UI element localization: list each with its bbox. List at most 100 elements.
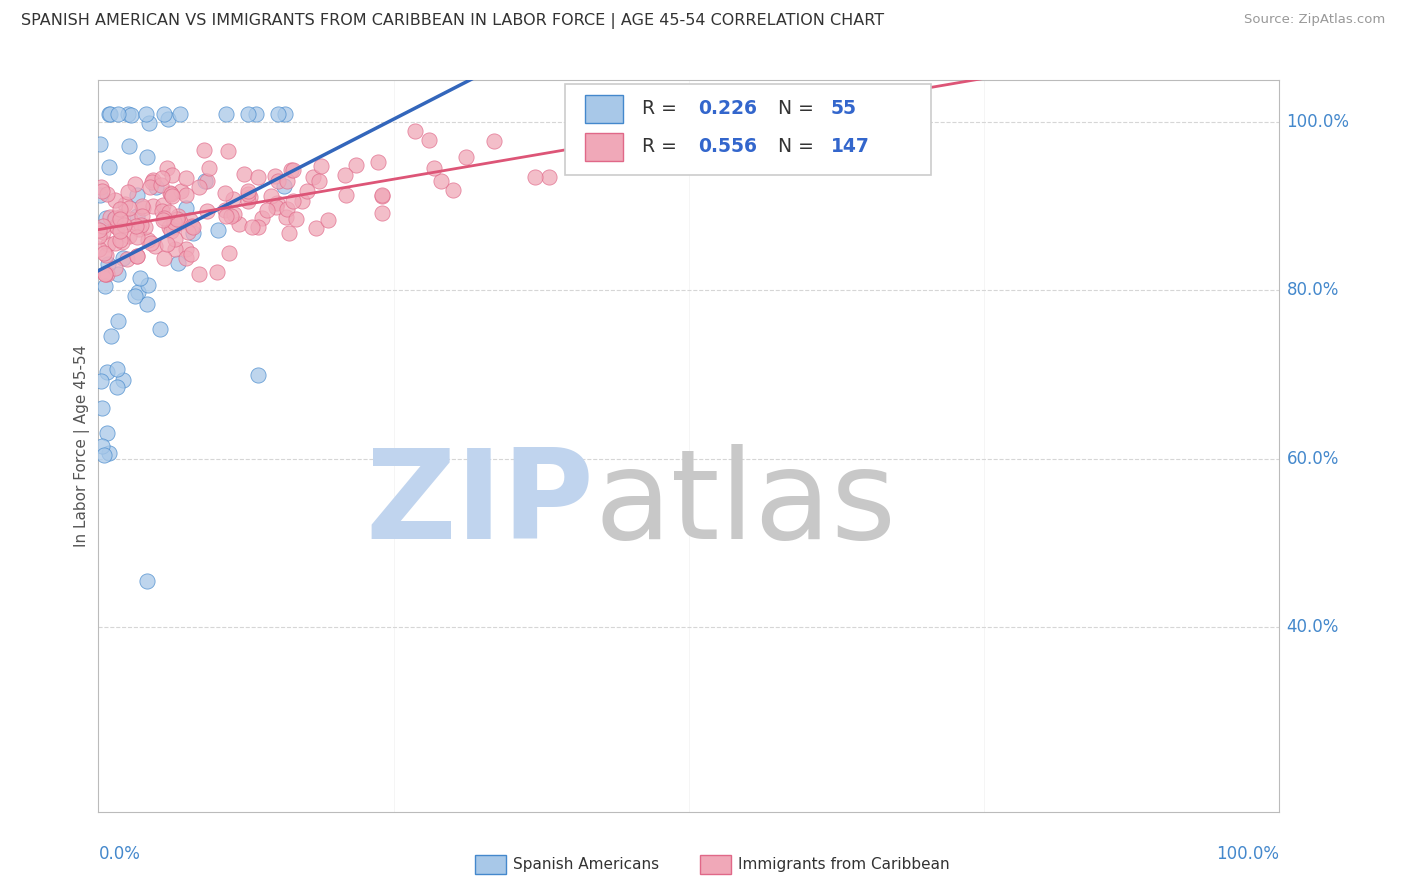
Point	[260, 189, 283, 203]
Point	[280, 162, 302, 177]
Point	[219, 209, 242, 223]
Point	[163, 215, 186, 229]
Point	[96, 248, 118, 262]
FancyBboxPatch shape	[585, 133, 623, 161]
Point	[207, 264, 229, 278]
Text: N =: N =	[778, 99, 820, 119]
Point	[98, 107, 121, 121]
Point	[162, 220, 184, 235]
Point	[111, 235, 134, 250]
Point	[98, 210, 121, 224]
Point	[125, 188, 148, 202]
Point	[174, 201, 197, 215]
Point	[136, 233, 159, 247]
Point	[96, 267, 118, 281]
Point	[114, 197, 136, 211]
Point	[266, 107, 288, 121]
Point	[96, 187, 118, 202]
Point	[538, 170, 561, 185]
Point	[159, 186, 181, 200]
Point	[245, 107, 267, 121]
Point	[169, 215, 191, 229]
Point	[166, 212, 188, 227]
Point	[155, 161, 177, 175]
Point	[97, 237, 120, 252]
Point	[97, 257, 120, 271]
Point	[118, 139, 141, 153]
Point	[98, 446, 121, 460]
Point	[152, 197, 174, 211]
Point	[124, 177, 146, 191]
Point	[174, 251, 197, 265]
Point	[90, 401, 112, 416]
Point	[91, 219, 114, 233]
Point	[256, 202, 278, 217]
FancyBboxPatch shape	[585, 95, 623, 123]
Point	[418, 133, 440, 147]
Point	[104, 236, 127, 251]
Point	[371, 188, 394, 202]
Text: 0.226: 0.226	[699, 99, 758, 119]
Point	[214, 203, 236, 218]
Point	[96, 211, 118, 226]
Point	[107, 313, 129, 327]
Point	[335, 187, 357, 202]
Point	[89, 137, 111, 152]
Point	[370, 206, 392, 220]
Text: Source: ZipAtlas.com: Source: ZipAtlas.com	[1244, 13, 1385, 27]
Point	[181, 219, 204, 233]
Point	[118, 201, 141, 215]
Point	[291, 194, 314, 208]
Point	[89, 188, 111, 202]
Point	[128, 222, 150, 236]
Point	[145, 179, 167, 194]
Point	[150, 170, 173, 185]
Point	[153, 211, 176, 225]
Point	[89, 229, 111, 244]
Point	[252, 211, 274, 225]
Point	[104, 260, 127, 275]
Text: Spanish Americans: Spanish Americans	[513, 857, 659, 871]
Point	[131, 199, 153, 213]
Point	[404, 124, 426, 138]
Point	[108, 224, 131, 238]
Point	[177, 225, 200, 239]
Point	[90, 180, 112, 194]
Y-axis label: In Labor Force | Age 45-54: In Labor Force | Age 45-54	[75, 345, 90, 547]
Point	[276, 202, 298, 217]
Point	[136, 277, 159, 292]
Point	[160, 224, 183, 238]
Point	[174, 171, 197, 186]
Text: 100.0%: 100.0%	[1216, 845, 1279, 863]
Point	[143, 238, 166, 252]
Point	[142, 199, 165, 213]
Point	[267, 174, 290, 188]
Point	[136, 297, 159, 311]
Point	[187, 179, 209, 194]
Point	[105, 219, 128, 234]
Point	[239, 190, 262, 204]
Point	[135, 574, 157, 589]
Point	[98, 107, 121, 121]
FancyBboxPatch shape	[565, 84, 931, 176]
Point	[316, 212, 339, 227]
Point	[127, 209, 149, 223]
Point	[141, 175, 163, 189]
Point	[195, 174, 218, 188]
Point	[188, 267, 211, 281]
Point	[94, 278, 117, 293]
Point	[371, 187, 394, 202]
Point	[222, 192, 245, 206]
Point	[157, 205, 180, 219]
Point	[344, 158, 367, 172]
Point	[127, 285, 149, 300]
Point	[367, 155, 389, 169]
Text: 60.0%: 60.0%	[1286, 450, 1339, 467]
Point	[89, 223, 111, 237]
Point	[105, 380, 128, 394]
Text: 80.0%: 80.0%	[1286, 282, 1339, 300]
Point	[129, 270, 152, 285]
Point	[120, 108, 142, 122]
Text: 0.0%: 0.0%	[98, 845, 141, 863]
Point	[125, 230, 148, 244]
